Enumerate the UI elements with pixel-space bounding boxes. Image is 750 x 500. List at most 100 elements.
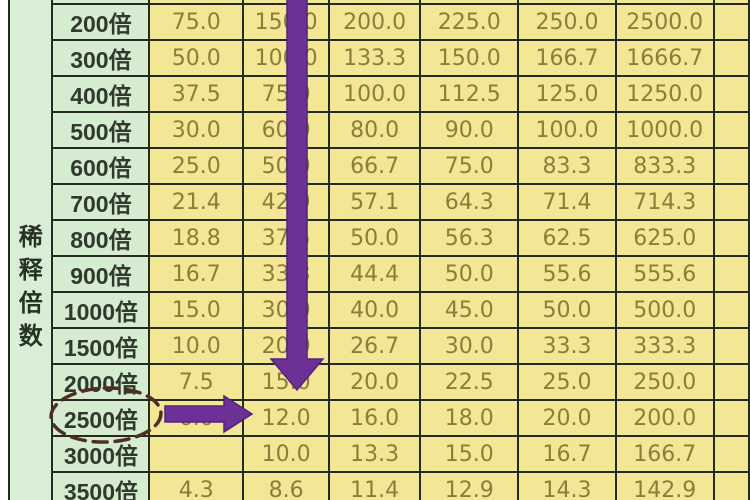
value-cell: 75.0 bbox=[242, 75, 331, 113]
value-cell: 125.0 bbox=[517, 75, 617, 113]
value-cell: 6.0 bbox=[148, 399, 245, 437]
cut-cell-right bbox=[712, 3, 750, 41]
value-cell: 40.0 bbox=[328, 291, 422, 329]
table-row: 300倍 50.0 100.0 133.3 150.0 166.7 1666.7 bbox=[9, 39, 750, 77]
value-cell: 30.0 bbox=[419, 327, 520, 365]
value-cell: 75.0 bbox=[148, 3, 245, 41]
value-cell: 45.0 bbox=[419, 291, 520, 329]
value-cell: 21.4 bbox=[148, 183, 245, 221]
value-cell: 20.0 bbox=[328, 363, 422, 401]
row-label: 3000倍 bbox=[51, 435, 151, 473]
value-cell: 166.7 bbox=[614, 435, 715, 473]
row-label: 400倍 bbox=[51, 75, 151, 113]
cut-cell bbox=[51, 0, 151, 5]
side-header-char: 倍 bbox=[18, 290, 43, 317]
value-cell: 42.9 bbox=[242, 183, 331, 221]
value-cell: 555.6 bbox=[614, 255, 715, 293]
table-row: 2500倍 6.0 12.0 16.0 18.0 20.0 200.0 bbox=[9, 399, 750, 437]
value-cell: 100.0 bbox=[328, 75, 422, 113]
table-row: 3500倍 4.3 8.6 11.4 12.9 14.3 142.9 bbox=[9, 471, 750, 500]
value-cell: 200.0 bbox=[614, 399, 715, 437]
value-cell: 16.0 bbox=[328, 399, 422, 437]
value-cell: 225.0 bbox=[419, 3, 520, 41]
value-cell: 26.7 bbox=[328, 327, 422, 365]
value-cell: 2500.0 bbox=[614, 3, 715, 41]
table-row: 900倍 16.7 33.3 44.4 50.0 55.6 555.6 bbox=[9, 255, 750, 293]
row-label: 2500倍 bbox=[51, 399, 151, 437]
table-row: 1500倍 10.0 20.0 26.7 30.0 33.3 333.3 bbox=[9, 327, 750, 365]
value-cell: 44.4 bbox=[328, 255, 422, 293]
row-label: 500倍 bbox=[51, 111, 151, 149]
value-cell: 833.3 bbox=[614, 147, 715, 185]
value-cell: 150.0 bbox=[419, 39, 520, 77]
value-cell: 166.7 bbox=[517, 39, 617, 77]
table-row: 1000倍 15.0 30.0 40.0 45.0 50.0 500.0 bbox=[9, 291, 750, 329]
value-cell: 625.0 bbox=[614, 219, 715, 257]
value-cell: 250.0 bbox=[517, 3, 617, 41]
table-row: 200倍 75.0 150.0 200.0 225.0 250.0 2500.0 bbox=[9, 3, 750, 41]
row-label: 3500倍 bbox=[51, 471, 151, 500]
value-cell: 37.5 bbox=[148, 75, 245, 113]
value-cell: 16.7 bbox=[148, 255, 245, 293]
value-cell: 37.5 bbox=[242, 219, 331, 257]
value-cell: 100.0 bbox=[242, 39, 331, 77]
value-cell: 30.0 bbox=[148, 111, 245, 149]
value-cell: 714.3 bbox=[614, 183, 715, 221]
table-row-highlighted: 3000倍 10.0 13.3 15.0 16.7 166.7 bbox=[9, 435, 750, 473]
row-label: 2000倍 bbox=[51, 363, 151, 401]
table-row: 400倍 37.5 75.0 100.0 112.5 125.0 1250.0 bbox=[9, 75, 750, 113]
row-label: 1500倍 bbox=[51, 327, 151, 365]
value-cell: 50.0 bbox=[328, 219, 422, 257]
side-header-char: 释 bbox=[18, 257, 43, 284]
value-cell: 60.0 bbox=[242, 111, 331, 149]
table-row: 600倍 25.0 50.0 66.7 75.0 83.3 833.3 bbox=[9, 147, 750, 185]
value-cell: 50.0 bbox=[419, 255, 520, 293]
value-cell: 25.0 bbox=[517, 363, 617, 401]
table-row: 2000倍 7.5 15.0 20.0 22.5 25.0 250.0 bbox=[9, 363, 750, 401]
value-cell: 83.3 bbox=[517, 147, 617, 185]
value-cell: 56.3 bbox=[419, 219, 520, 257]
row-label: 800倍 bbox=[51, 219, 151, 257]
value-cell: 16.7 bbox=[517, 435, 617, 473]
value-cell: 1666.7 bbox=[614, 39, 715, 77]
value-cell: 57.1 bbox=[328, 183, 422, 221]
value-cell: 15.0 bbox=[148, 291, 245, 329]
value-cell: 11.4 bbox=[328, 471, 422, 500]
value-cell: 8.6 bbox=[242, 471, 331, 500]
side-header-vertical-text: 稀释倍数 bbox=[11, 195, 50, 353]
side-header-cell: 稀释倍数 bbox=[7, 0, 54, 500]
value-cell: 333.3 bbox=[614, 327, 715, 365]
value-cell: 150.0 bbox=[242, 3, 331, 41]
cut-cell-right bbox=[712, 327, 750, 365]
value-cell: 71.4 bbox=[517, 183, 617, 221]
value-cell: 250.0 bbox=[614, 363, 715, 401]
side-header-char: 数 bbox=[18, 323, 43, 350]
row-label: 200倍 bbox=[51, 3, 151, 41]
row-label: 900倍 bbox=[51, 255, 151, 293]
value-cell: 33.3 bbox=[517, 327, 617, 365]
value-cell: 10.0 bbox=[242, 435, 331, 473]
value-cell: 7.5 bbox=[148, 363, 245, 401]
value-cell: 20.0 bbox=[242, 327, 331, 365]
cut-cell-right bbox=[712, 291, 750, 329]
value-cell: 55.6 bbox=[517, 255, 617, 293]
value-cell: 90.0 bbox=[419, 111, 520, 149]
value-cell: 15.0 bbox=[419, 435, 520, 473]
value-cell: 13.3 bbox=[328, 435, 422, 473]
table-row: 500倍 30.0 60.0 80.0 90.0 100.0 1000.0 bbox=[9, 111, 750, 149]
value-cell: 112.5 bbox=[419, 75, 520, 113]
cut-cell-right bbox=[712, 471, 750, 500]
cut-cell-right bbox=[712, 435, 750, 473]
cut-cell-right bbox=[712, 147, 750, 185]
value-cell: 100.0 bbox=[517, 111, 617, 149]
value-cell: 33.3 bbox=[242, 255, 331, 293]
cut-cell-right bbox=[712, 219, 750, 257]
value-cell: 22.5 bbox=[419, 363, 520, 401]
cut-cell-right bbox=[712, 75, 750, 113]
cut-cell-right bbox=[712, 363, 750, 401]
table-row: 700倍 21.4 42.9 57.1 64.3 71.4 714.3 bbox=[9, 183, 750, 221]
cut-cell-right bbox=[712, 183, 750, 221]
value-cell: 500.0 bbox=[614, 291, 715, 329]
row-label: 1000倍 bbox=[51, 291, 151, 329]
